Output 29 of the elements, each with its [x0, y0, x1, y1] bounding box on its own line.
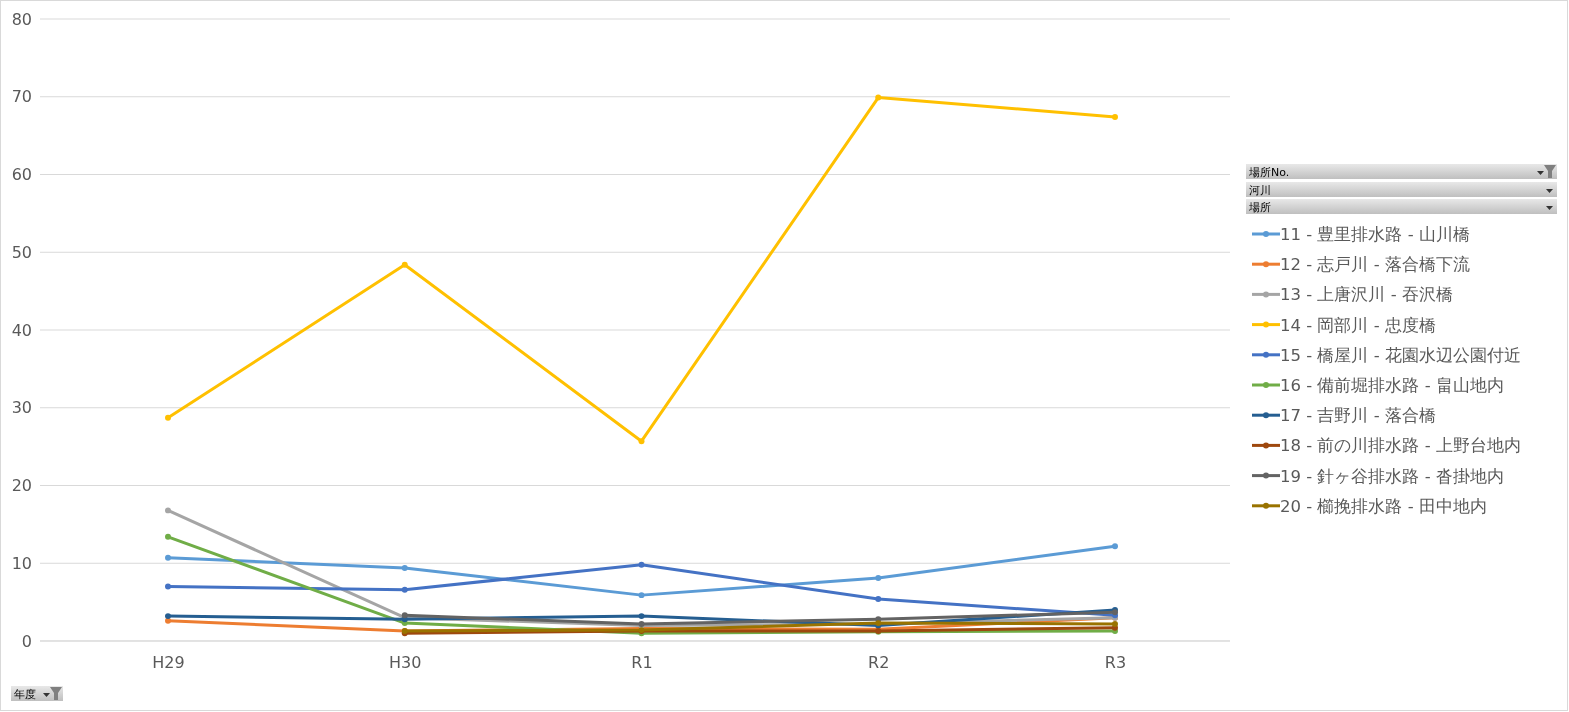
x-tick-label: H29	[152, 653, 185, 673]
y-tick-label: 60	[11, 165, 32, 185]
legend-label: 11 - 豊里排水路 - 山川橋	[1280, 225, 1470, 244]
legend-label: 18 - 前の川排水路 - 上野台地内	[1280, 436, 1521, 456]
field-button: 場所	[1246, 199, 1557, 214]
y-tick-label: 50	[11, 242, 32, 262]
y-tick-label: 40	[11, 320, 32, 340]
x-tick-label: R2	[868, 653, 890, 673]
legend-label: 15 - 橋屋川 - 花園水辺公園付近	[1280, 345, 1521, 365]
legend-title: 場所No.	[1248, 166, 1290, 179]
field-button: 年度	[11, 686, 63, 701]
y-tick-label: 20	[11, 476, 32, 496]
y-tick-label: 10	[11, 553, 32, 573]
legend-label: 12 - 志戸川 - 落合橋下流	[1280, 255, 1470, 275]
y-tick-label: 80	[11, 9, 32, 29]
x-tick-label: R1	[631, 653, 653, 673]
x-tick-label: H30	[389, 653, 422, 673]
y-tick-label: 30	[11, 398, 32, 418]
y-tick-label: 70	[11, 87, 32, 107]
field-button: 河川	[1246, 182, 1557, 197]
field-button: 場所No.	[1246, 164, 1557, 179]
y-tick-label: 0	[21, 631, 32, 651]
legend-label: 14 - 岡部川 - 忠度橋	[1280, 315, 1436, 335]
legend-label: 13 - 上唐沢川 - 吞沢橋	[1280, 285, 1453, 305]
x-tick-label: R3	[1104, 653, 1127, 673]
legend-label: 20 - 櫛挽排水路 - 田中地内	[1280, 496, 1487, 516]
legend-label: 19 - 針ヶ谷排水路 - 沓掛地内	[1280, 466, 1504, 486]
legend-label: 17 - 吉野川 - 落合橋	[1280, 406, 1436, 426]
legend-label: 16 - 備前堀排水路 - 畠山地内	[1280, 376, 1504, 395]
